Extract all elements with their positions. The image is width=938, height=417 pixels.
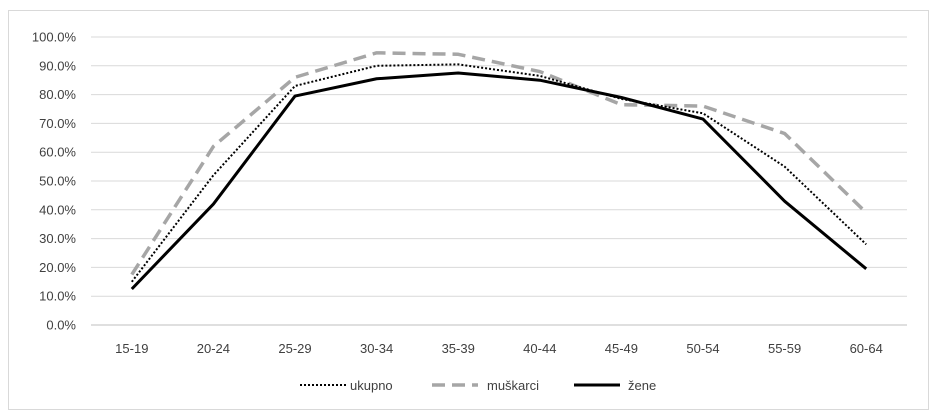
x-tick-label: 50-54 — [686, 341, 719, 356]
series-line-1 — [130, 51, 868, 276]
y-tick-label: 0.0% — [46, 318, 76, 333]
x-tick-label: 60-64 — [850, 341, 883, 356]
x-tick-label: 55-59 — [768, 341, 801, 356]
x-tick-label: 45-49 — [605, 341, 638, 356]
x-tick-label: 30-34 — [360, 341, 393, 356]
y-tick-label: 80.0% — [39, 87, 76, 102]
y-axis-ticks: 0.0% 10.0% 20.0% 30.0% 40.0% 50.0% 60.0% 70.0% 8… — [32, 30, 77, 333]
series-line-2 — [130, 71, 868, 291]
y-tick-label: 20.0% — [39, 260, 76, 275]
y-tick-label: 70.0% — [39, 116, 76, 131]
x-tick-label: 20-24 — [197, 341, 230, 356]
series-lines — [130, 51, 868, 291]
y-tick-label: 60.0% — [39, 145, 76, 160]
x-tick-label: 35-39 — [442, 341, 475, 356]
y-tick-label: 90.0% — [39, 58, 76, 73]
x-tick-label: 40-44 — [523, 341, 556, 356]
legend-label: žene — [628, 378, 656, 393]
x-tick-label: 15-19 — [115, 341, 148, 356]
x-tick-label: 25-29 — [278, 341, 311, 356]
grid-lines — [91, 36, 907, 326]
legend-label: ukupno — [350, 378, 393, 393]
legend-label: muškarci — [487, 378, 539, 393]
y-tick-label: 40.0% — [39, 202, 76, 217]
legend: ukupno muškarci žene — [300, 378, 656, 393]
y-tick-label: 10.0% — [39, 289, 76, 304]
y-tick-label: 50.0% — [39, 174, 76, 189]
x-axis-ticks: 15-19 20-24 25-29 30-34 35-39 40-44 45-49 50-54… — [115, 341, 883, 356]
y-tick-label: 30.0% — [39, 231, 76, 246]
y-tick-label: 100.0% — [32, 30, 77, 45]
